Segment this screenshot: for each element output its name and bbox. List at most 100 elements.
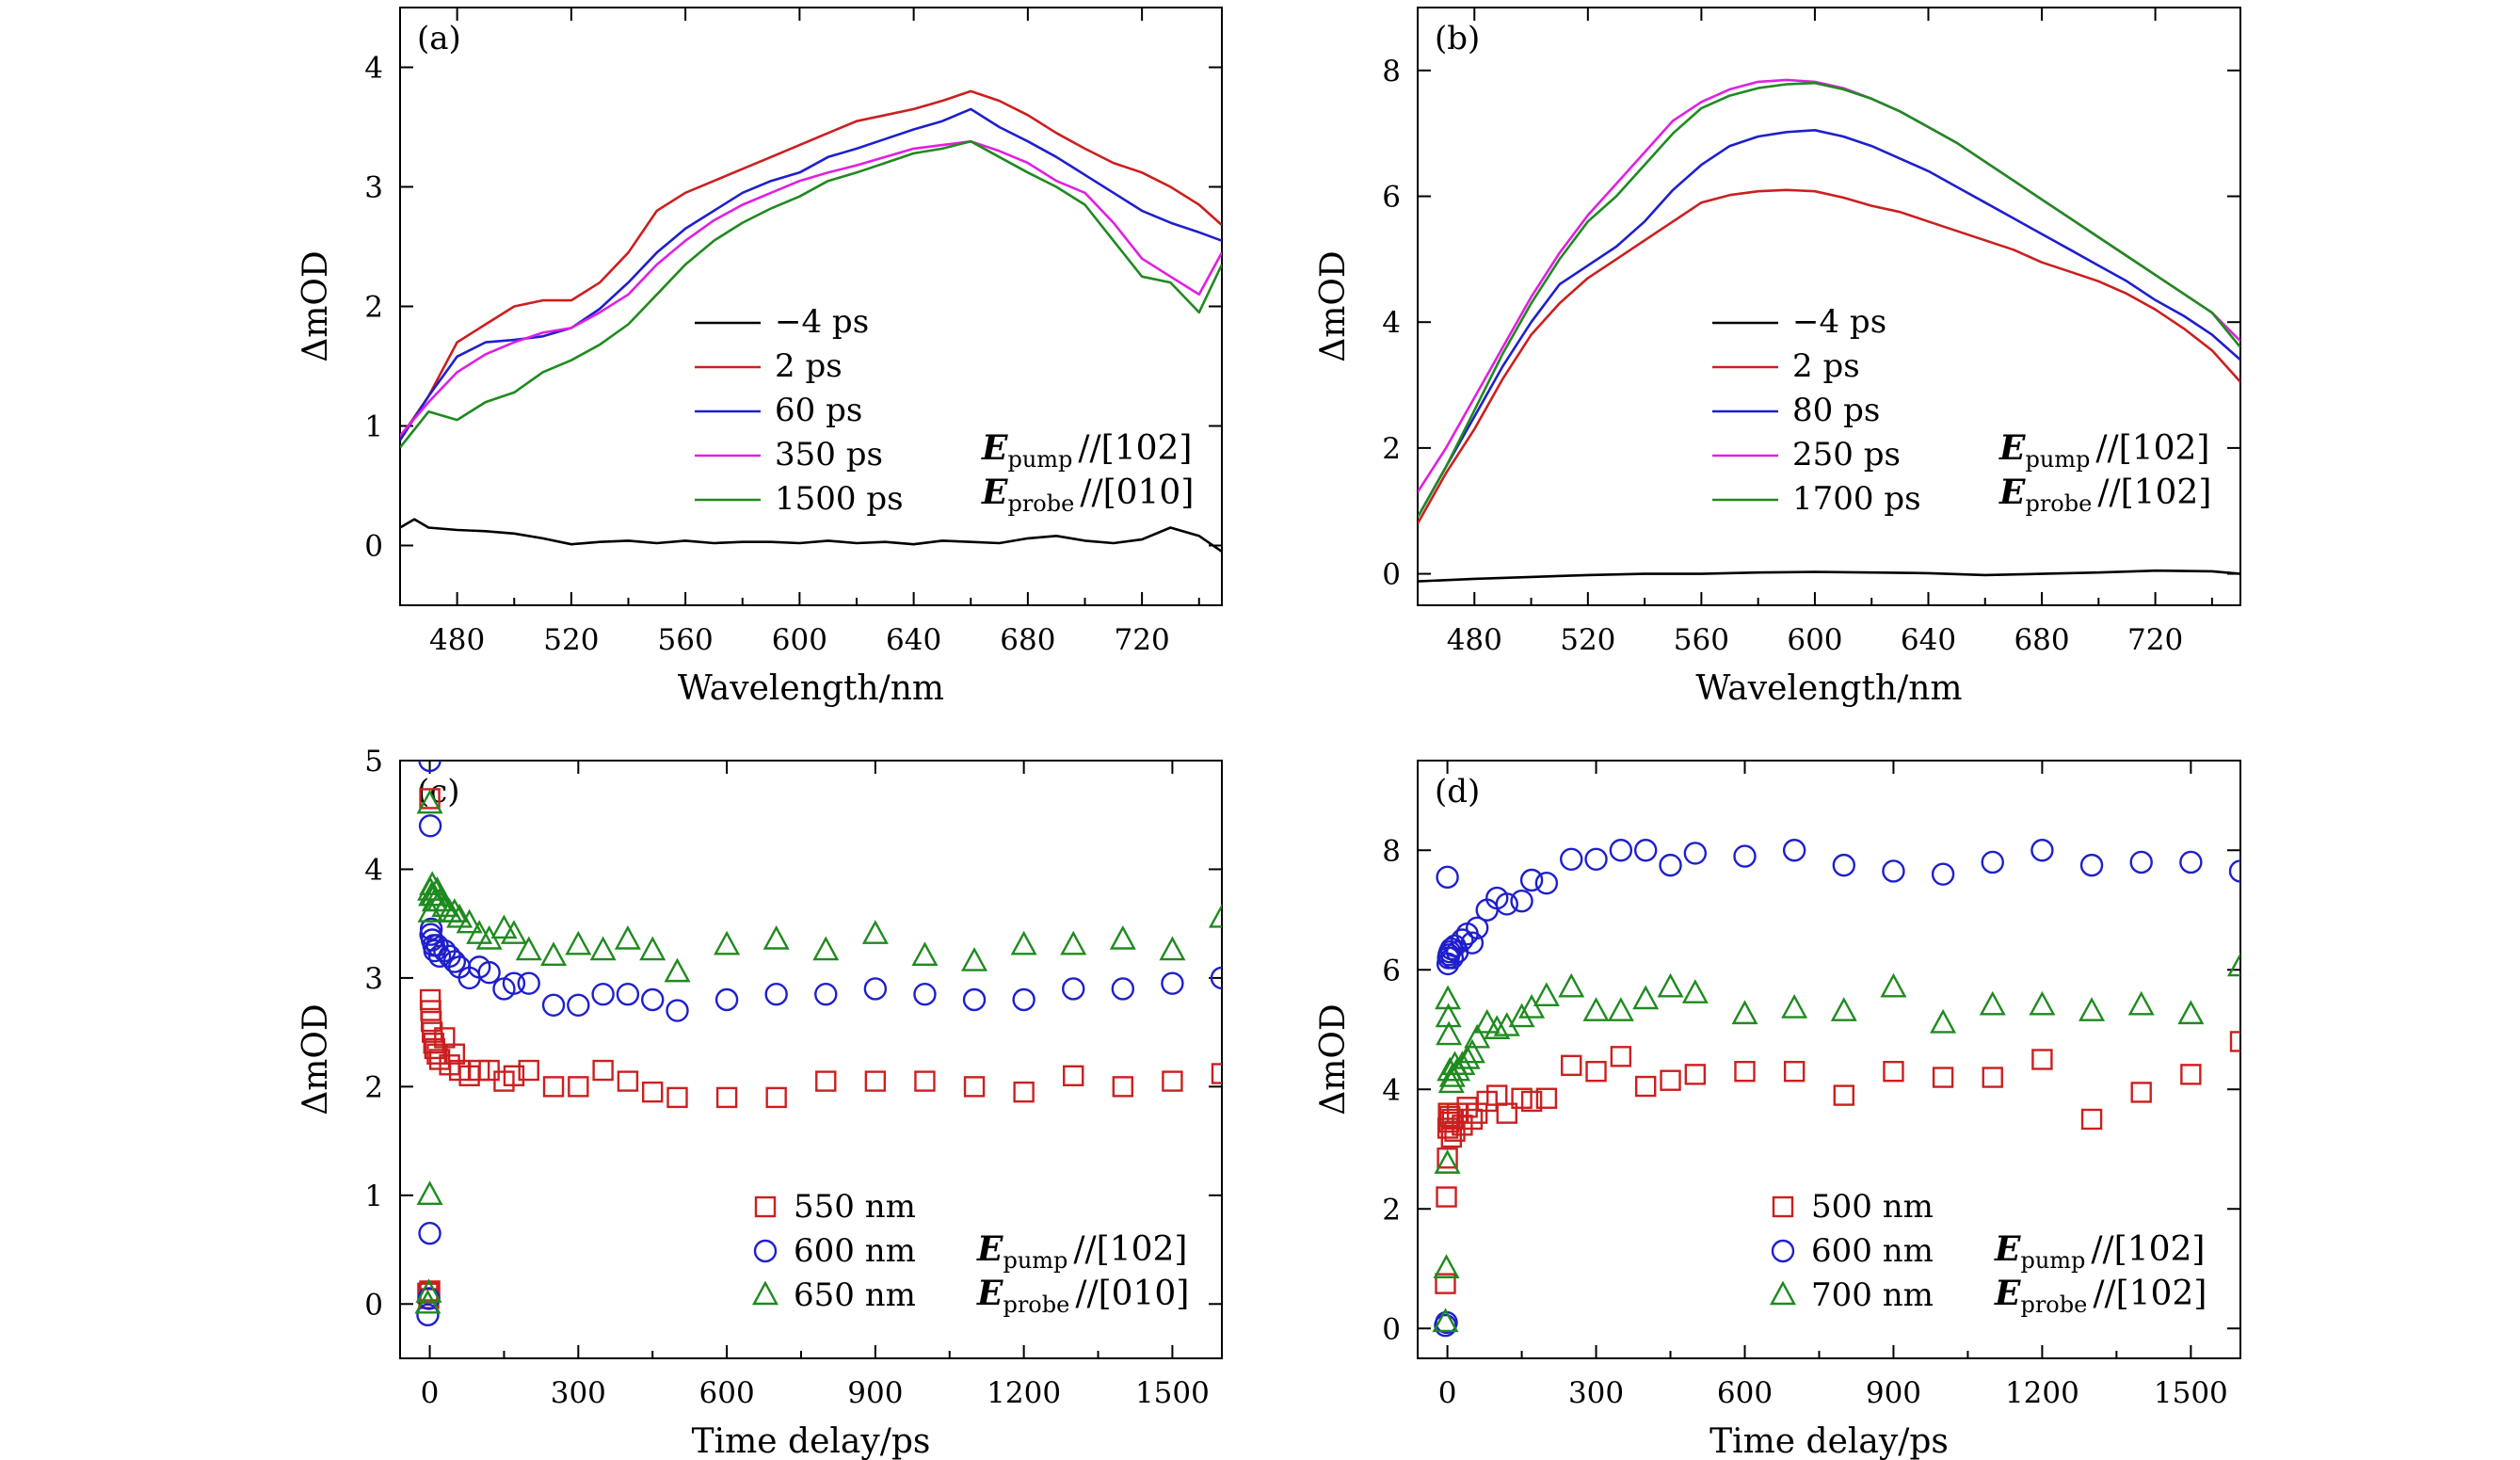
data-point-triangle [1558, 972, 1585, 998]
data-point-circle [1683, 842, 1708, 865]
data-point-triangle [2226, 952, 2240, 977]
panel-a: 480 520 560 600 640 680 720 0 1 2 3 4 Wavelength/nm Δ… [297, 7, 1223, 708]
x-tick-label: 600 [772, 623, 827, 657]
data-point-circle [2030, 839, 2054, 862]
y-axis-title: ΔmOD [297, 250, 335, 362]
data-point-circle [418, 814, 442, 838]
data-point-circle [666, 999, 689, 1022]
data-point-triangle [426, 887, 454, 912]
data-point-square [1112, 1076, 1134, 1098]
data-point-square [568, 1076, 589, 1098]
legend: −4 ps 2 ps 80 ps 250 ps 1700 ps [1712, 303, 1921, 518]
legend: 550 nm 600 nm 650 nm [751, 1188, 916, 1314]
data-point-circle [418, 1222, 441, 1245]
series-line [400, 518, 1222, 553]
data-point-triangle [1533, 982, 1560, 1007]
y-tick-label: 0 [1382, 558, 1401, 592]
data-point-square [1162, 1070, 1183, 1092]
data-point-square [478, 1059, 500, 1082]
data-point-circle [416, 1303, 440, 1327]
legend-label: 60 ps [775, 392, 862, 429]
data-point-circle [641, 987, 665, 1012]
data-point-circle [517, 971, 540, 995]
x-tick-label: 1200 [987, 1376, 1061, 1410]
legend-label: 80 ps [1792, 392, 1880, 429]
data-point-circle [1440, 946, 1465, 970]
data-point-triangle [1508, 1003, 1535, 1028]
data-point-circle [419, 917, 443, 941]
data-point-square [1461, 1108, 1484, 1131]
data-point-square [1660, 1069, 1681, 1091]
data-point-circle [1832, 853, 1855, 877]
y-tick-label: 6 [1382, 181, 1401, 215]
data-point-circle [567, 993, 590, 1017]
data-point-circle [2079, 853, 2104, 877]
legend-label: 550 nm [794, 1188, 916, 1226]
data-point-square [1883, 1060, 1904, 1083]
x-tick-label: 900 [847, 1376, 903, 1410]
y-tick-label: 2 [1382, 1193, 1401, 1227]
legend-label: −4 ps [1792, 303, 1886, 341]
x-tick-label: 300 [1568, 1376, 1624, 1410]
data-point-circle [1510, 890, 1533, 913]
data-point-square [2080, 1108, 2103, 1131]
legend-marker-circle [753, 1239, 778, 1263]
polarization-labels: Epump//[102]Eprobe//[010] [981, 428, 1194, 517]
data-point-triangle [1731, 1000, 1758, 1025]
legend: −4 ps 2 ps 60 ps 350 ps 1500 ps [695, 303, 904, 518]
data-point-circle [2129, 850, 2153, 874]
series-350-ps [400, 139, 1222, 437]
data-point-triangle [2079, 997, 2106, 1021]
data-point-circle [442, 950, 467, 973]
data-point-triangle [1438, 1063, 1466, 1087]
data-point-triangle [1607, 997, 1634, 1021]
data-point-circle [1733, 844, 1757, 868]
series-650-nm [414, 789, 1222, 1314]
y-tick-label: 8 [1382, 834, 1401, 868]
data-point-circle [814, 983, 838, 1006]
data-point-triangle [614, 924, 641, 950]
data-point-triangle [416, 789, 443, 814]
data-point-square [1684, 1064, 1707, 1085]
x-tick-label: 600 [699, 1376, 755, 1410]
panel-label: (a) [417, 20, 461, 57]
y-tick-label: 1 [364, 1179, 383, 1213]
y-tick-label: 5 [364, 745, 383, 778]
data-point-circle [714, 987, 739, 1012]
field-label: Epump//[102] [1994, 1229, 2205, 1274]
series-1500-ps [400, 139, 1222, 449]
data-point-triangle [1433, 1254, 1460, 1278]
data-point-circle [1111, 977, 1135, 1001]
data-point-triangle [589, 936, 617, 961]
data-layer [1418, 78, 2240, 583]
data-point-circle [1495, 892, 1518, 916]
data-point-circle [764, 983, 788, 1006]
data-point-square [765, 1086, 787, 1109]
data-point-circle [1633, 839, 1658, 862]
data-point-square [815, 1070, 837, 1092]
data-point-square [2180, 1064, 2202, 1085]
y-tick-label: 4 [364, 853, 383, 887]
data-point-triangle [540, 941, 568, 967]
data-point-triangle [441, 898, 468, 923]
data-point-circle [1584, 847, 1608, 871]
x-tick-label: 480 [1447, 623, 1502, 657]
legend-label: 650 nm [794, 1276, 916, 1314]
data-point-circle [1460, 931, 1485, 955]
y-tick-label: 3 [364, 962, 383, 996]
y-tick-label: 4 [1382, 1073, 1401, 1107]
x-tick-label: 480 [429, 623, 485, 657]
data-point-triangle [714, 930, 741, 955]
data-point-square [1535, 1087, 1558, 1109]
data-point-triangle [424, 876, 451, 901]
x-tick-label: 300 [551, 1376, 606, 1410]
x-tick-label: 0 [1438, 1376, 1457, 1410]
data-point-triangle [1432, 1308, 1459, 1333]
data-point-circle [616, 983, 640, 1006]
data-point-triangle [1444, 1056, 1471, 1082]
legend-label: −4 ps [775, 303, 869, 341]
data-point-triangle [1464, 1023, 1491, 1049]
x-tick-label: 600 [1787, 623, 1842, 657]
data-point-triangle [515, 936, 542, 961]
data-point-square [592, 1059, 614, 1082]
